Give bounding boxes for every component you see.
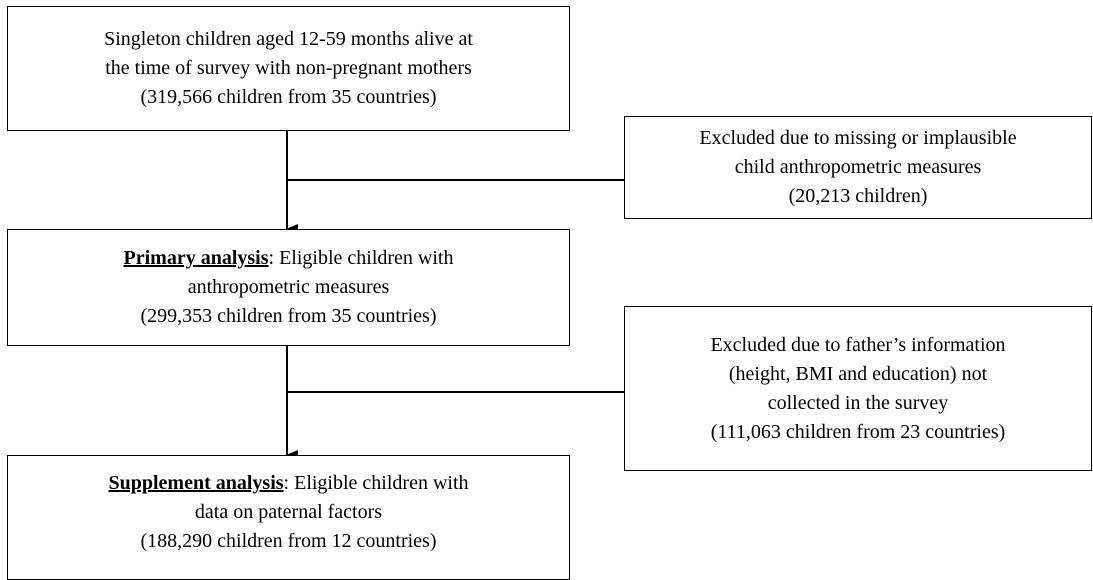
node-heading: Supplement analysis: Eligible children w…	[108, 469, 468, 498]
node-text: (319,566 children from 35 countries)	[140, 86, 437, 108]
exclusion-text: Excluded due to father’s information	[710, 333, 1006, 356]
node-heading: Primary analysis: Eligible children with	[124, 244, 454, 273]
node-text: : Eligible children with	[283, 472, 469, 494]
exclusion-text: child anthropometric measures	[734, 156, 982, 178]
node-text: anthropometric measures	[187, 276, 390, 298]
exclusion-box: Excluded due to missing or implausible c…	[624, 116, 1092, 219]
exclusion-text: (111,063 children from 23 countries)	[710, 420, 1006, 443]
node-text: : Eligible children with	[268, 247, 454, 269]
exclusion-text: Excluded due to missing or implausible	[699, 127, 1017, 149]
node-text: (299,353 children from 35 countries)	[140, 305, 437, 327]
node-text: Singleton children aged 12-59 months ali…	[104, 28, 473, 50]
node-lead: Supplement analysis	[108, 472, 284, 494]
exclusion-text: (20,213 children)	[788, 185, 928, 207]
exclusion-text: (height, BMI and education) not	[728, 362, 988, 385]
exclusion-text: collected in the survey	[767, 391, 949, 414]
exclusion-box: Excluded due to father’s information (he…	[624, 306, 1092, 471]
node-box: Supplement analysis: Eligible children w…	[7, 455, 570, 580]
node-text: data on paternal factors	[194, 501, 383, 523]
node-box: Primary analysis: Eligible children with…	[7, 229, 570, 346]
node-lead: Primary analysis	[123, 247, 269, 269]
node-box: Singleton children aged 12-59 months ali…	[7, 6, 570, 131]
node-text: the time of survey with non-pregnant mot…	[105, 57, 472, 79]
node-text: (188,290 children from 12 countries)	[140, 530, 437, 552]
